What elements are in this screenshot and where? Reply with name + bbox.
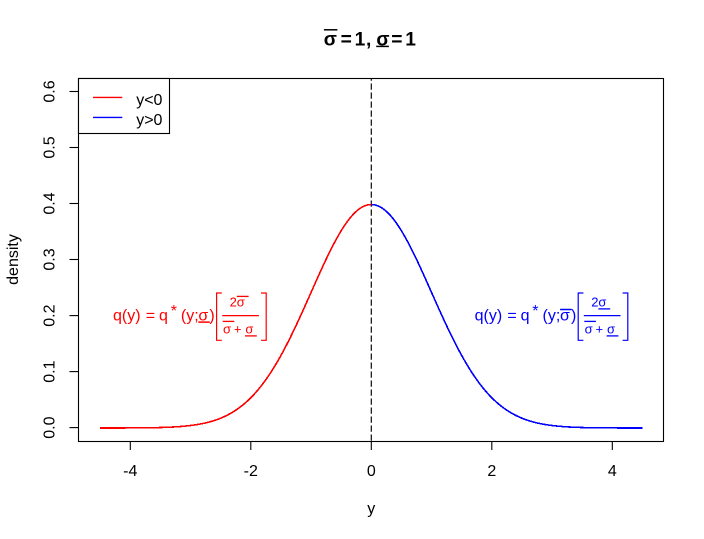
svg-text:0.4: 0.4 bbox=[42, 192, 59, 214]
svg-text:σ: σ bbox=[223, 322, 231, 337]
svg-text:0.2: 0.2 bbox=[42, 304, 59, 326]
svg-text:q: q bbox=[521, 308, 530, 325]
svg-text:σ: σ bbox=[198, 308, 208, 325]
svg-text:q(y): q(y) bbox=[475, 308, 503, 325]
svg-text:=: = bbox=[507, 308, 516, 325]
svg-text:4: 4 bbox=[608, 463, 617, 480]
svg-text:density: density bbox=[5, 234, 22, 285]
svg-text:=: = bbox=[341, 30, 352, 51]
svg-text:): ) bbox=[209, 308, 214, 325]
svg-text:,: , bbox=[366, 30, 371, 51]
svg-text:2: 2 bbox=[230, 294, 237, 309]
svg-text:-2: -2 bbox=[244, 463, 258, 480]
svg-text:q: q bbox=[159, 308, 168, 325]
svg-text:σ: σ bbox=[237, 294, 245, 309]
svg-text:0.5: 0.5 bbox=[42, 136, 59, 158]
svg-text:0.6: 0.6 bbox=[42, 80, 59, 102]
svg-text:0.0: 0.0 bbox=[42, 416, 59, 438]
svg-text:y>0: y>0 bbox=[136, 112, 162, 129]
svg-text:y<0: y<0 bbox=[136, 92, 162, 109]
svg-text:2: 2 bbox=[487, 463, 496, 480]
svg-text:(y;: (y; bbox=[181, 308, 199, 325]
svg-text:0.3: 0.3 bbox=[42, 248, 59, 270]
svg-text:σ: σ bbox=[607, 322, 615, 337]
svg-text:1: 1 bbox=[405, 30, 416, 51]
svg-text:-4: -4 bbox=[123, 463, 137, 480]
svg-text:σ: σ bbox=[376, 30, 389, 51]
svg-text:σ: σ bbox=[598, 294, 606, 309]
svg-text:σ: σ bbox=[245, 322, 253, 337]
svg-text:=: = bbox=[146, 308, 155, 325]
svg-text:*: * bbox=[532, 303, 538, 320]
svg-text:(y;: (y; bbox=[543, 308, 561, 325]
svg-text:+: + bbox=[596, 322, 604, 337]
svg-text:σ: σ bbox=[560, 308, 570, 325]
svg-text:σ: σ bbox=[585, 322, 593, 337]
svg-text:1: 1 bbox=[355, 30, 366, 51]
svg-text:0.1: 0.1 bbox=[42, 360, 59, 382]
svg-text:2: 2 bbox=[591, 294, 598, 309]
svg-text:+: + bbox=[234, 322, 242, 337]
svg-text:=: = bbox=[391, 30, 402, 51]
svg-text:*: * bbox=[171, 303, 177, 320]
svg-text:0: 0 bbox=[367, 463, 376, 480]
svg-text:q(y): q(y) bbox=[113, 308, 141, 325]
svg-text:): ) bbox=[571, 308, 576, 325]
svg-text:σ: σ bbox=[324, 30, 337, 51]
svg-text:y: y bbox=[367, 501, 375, 518]
